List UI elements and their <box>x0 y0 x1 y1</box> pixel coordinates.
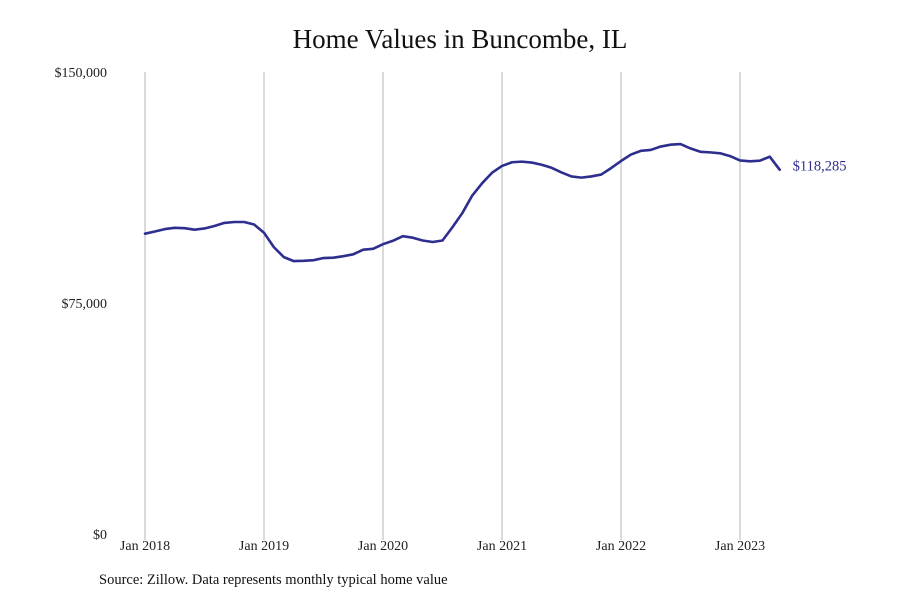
data-point <box>630 153 633 156</box>
data-point <box>709 151 712 154</box>
y-tick-label: $75,000 <box>62 297 108 312</box>
data-point <box>382 243 385 246</box>
data-point <box>173 227 176 230</box>
data-point <box>600 173 603 176</box>
data-point <box>501 165 504 168</box>
data-point <box>392 239 395 242</box>
data-point <box>451 226 454 229</box>
series-group <box>143 142 781 263</box>
x-tick-label: Jan 2022 <box>596 539 646 554</box>
data-point <box>550 166 553 169</box>
data-point <box>739 159 742 162</box>
data-point <box>193 228 196 231</box>
data-point <box>580 176 583 179</box>
data-point <box>362 248 365 251</box>
data-point <box>223 222 226 225</box>
y-tick-label: $0 <box>93 528 107 543</box>
data-point <box>342 255 345 258</box>
data-point <box>491 171 494 174</box>
series-line <box>143 142 781 263</box>
end-label-group: $118,285 <box>793 159 847 175</box>
data-point <box>213 225 216 228</box>
data-point <box>312 259 315 262</box>
data-point <box>332 256 335 259</box>
data-point <box>521 160 524 163</box>
x-tick-label: Jan 2023 <box>715 539 765 554</box>
data-point <box>283 256 286 259</box>
y-axis: $0 $75,000 $150,000 <box>55 66 108 543</box>
data-point <box>273 246 276 249</box>
data-point <box>441 239 444 242</box>
data-point <box>302 260 305 263</box>
data-point <box>411 236 414 239</box>
data-point <box>590 175 593 178</box>
data-point <box>778 168 781 171</box>
data-point <box>263 231 266 234</box>
data-point <box>183 227 186 230</box>
data-point <box>560 171 563 174</box>
data-point <box>431 241 434 244</box>
data-point <box>511 161 514 164</box>
data-point <box>292 260 295 263</box>
data-point <box>154 230 157 233</box>
data-point <box>699 150 702 153</box>
data-point <box>203 227 206 230</box>
x-axis: Jan 2018 Jan 2019 Jan 2020 Jan 2021 Jan 2022… <box>120 539 765 554</box>
data-point <box>164 228 167 231</box>
data-point <box>530 161 533 164</box>
data-point <box>481 182 484 185</box>
chart-title: Home Values in Buncombe, IL <box>292 24 628 54</box>
data-point <box>352 253 355 256</box>
data-point <box>729 155 732 158</box>
data-point <box>243 221 246 224</box>
y-tick-label: $150,000 <box>55 66 108 81</box>
data-point <box>402 235 405 238</box>
data-point <box>649 149 652 152</box>
x-tick-label: Jan 2020 <box>358 539 408 554</box>
data-point <box>749 160 752 163</box>
data-point <box>322 257 325 260</box>
data-point <box>640 150 643 153</box>
grid-lines <box>144 72 741 540</box>
source-note: Source: Zillow. Data represents monthly … <box>99 572 448 588</box>
data-point <box>620 160 623 163</box>
data-point <box>471 194 474 197</box>
data-point <box>719 152 722 155</box>
data-point <box>659 145 662 148</box>
end-value-label: $118,285 <box>793 159 847 175</box>
x-tick-label: Jan 2018 <box>120 539 170 554</box>
data-point <box>421 239 424 242</box>
data-point <box>144 232 147 235</box>
x-tick-label: Jan 2021 <box>477 539 527 554</box>
data-point <box>768 155 771 158</box>
data-point <box>679 143 682 146</box>
data-point <box>610 167 613 170</box>
data-point <box>570 175 573 178</box>
data-point <box>540 163 543 166</box>
x-tick-label: Jan 2019 <box>239 539 289 554</box>
data-point <box>461 212 464 215</box>
data-point <box>669 143 672 146</box>
data-point <box>689 147 692 150</box>
data-point <box>253 223 256 226</box>
data-point <box>233 221 236 224</box>
data-point <box>372 247 375 250</box>
data-point <box>759 159 762 162</box>
